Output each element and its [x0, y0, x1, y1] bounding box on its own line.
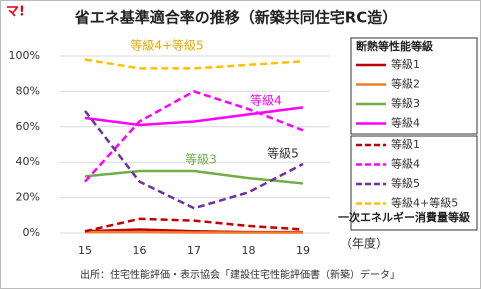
legend-title: 一次エネルギー消費量等級	[338, 210, 470, 224]
legend-box	[350, 135, 478, 231]
series-line	[84, 110, 304, 210]
legend-label: 等級4+等級5	[391, 196, 458, 210]
y-tick-label: 40%	[16, 155, 40, 168]
series-line	[84, 90, 304, 183]
series-line	[84, 58, 304, 70]
legend-label: 等級1	[391, 137, 420, 151]
legend-label: 等級2	[391, 77, 420, 91]
legend-title: 断熱等性能等級	[356, 39, 433, 53]
y-tick-label: 80%	[16, 84, 40, 97]
series-line	[85, 230, 303, 234]
legend-label: 等級3	[391, 96, 420, 110]
series-line	[84, 169, 304, 185]
plot-area	[60, 55, 330, 234]
annotation: 等級3	[185, 153, 217, 167]
x-tick-label: 18	[242, 244, 256, 257]
legend-label: 等級4	[391, 157, 420, 171]
annotation: 等級5	[267, 147, 299, 161]
logo: マ!	[6, 5, 25, 20]
x-tick-label: 17	[187, 244, 201, 257]
y-tick-label: 0%	[23, 226, 40, 239]
legend-box	[350, 37, 478, 135]
x-tick-label: 19	[296, 244, 310, 257]
series-line	[84, 106, 304, 127]
chart-title: 省エネ基準適合率の推移（新築共同住宅RC造）	[74, 9, 398, 27]
x-tick-label: 16	[133, 244, 147, 257]
x-tick-label: 15	[78, 244, 92, 257]
annotation: 等級4+等級5	[130, 39, 203, 53]
source: 出所：住宅性能評価・表示協会「建設住宅性能評価書（新築）データ」	[80, 268, 400, 281]
legend-label: 等級4	[391, 116, 420, 130]
y-tick-label: 20%	[16, 191, 40, 204]
y-tick-label: 100%	[9, 49, 40, 62]
y-tick-label: 60%	[16, 120, 40, 133]
annotation: 等級4	[250, 94, 282, 108]
series-line	[84, 217, 304, 233]
x-axis-label: （年度）	[340, 236, 388, 251]
legend-label: 等級5	[391, 176, 420, 190]
legend-label: 等級1	[391, 57, 420, 71]
